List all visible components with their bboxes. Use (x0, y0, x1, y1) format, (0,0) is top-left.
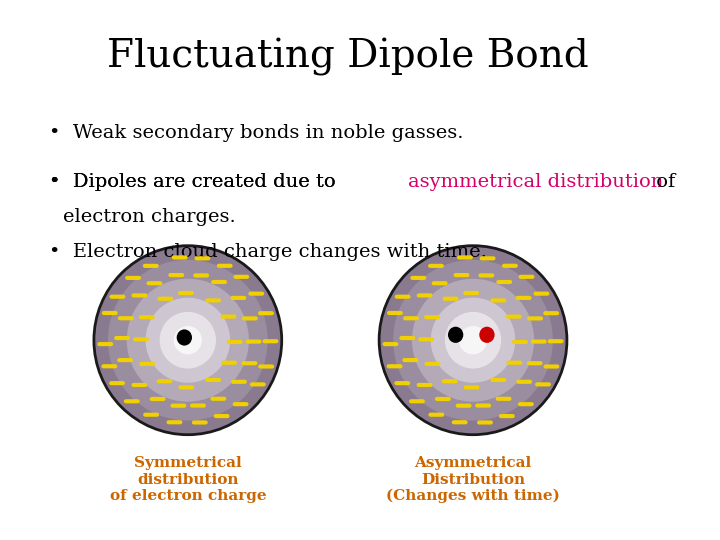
Text: asymmetrical distribution: asymmetrical distribution (408, 173, 663, 191)
Ellipse shape (127, 279, 249, 402)
Text: •  Dipoles are created due to: • Dipoles are created due to (49, 173, 341, 191)
Ellipse shape (160, 312, 216, 368)
Ellipse shape (94, 246, 282, 435)
Text: Symmetrical
distribution
of electron charge: Symmetrical distribution of electron cha… (109, 456, 266, 503)
Ellipse shape (379, 246, 567, 435)
Text: electron charges.: electron charges. (63, 208, 235, 226)
Ellipse shape (448, 327, 463, 343)
Ellipse shape (480, 327, 495, 343)
Ellipse shape (108, 260, 268, 421)
Text: of: of (649, 173, 675, 191)
Ellipse shape (176, 329, 192, 346)
Ellipse shape (145, 298, 230, 383)
Text: •  Dipoles are created due to: • Dipoles are created due to (49, 173, 341, 191)
Ellipse shape (445, 312, 501, 368)
Text: •  Weak secondary bonds in noble gasses.: • Weak secondary bonds in noble gasses. (49, 124, 463, 142)
Text: Fluctuating Dipole Bond: Fluctuating Dipole Bond (107, 38, 589, 76)
Ellipse shape (431, 298, 516, 383)
Ellipse shape (174, 326, 202, 354)
Ellipse shape (459, 326, 487, 354)
Ellipse shape (393, 260, 553, 421)
Ellipse shape (412, 279, 534, 402)
Text: •  Electron cloud charge changes with time.: • Electron cloud charge changes with tim… (49, 243, 487, 261)
Text: Asymmetrical
Distribution
(Changes with time): Asymmetrical Distribution (Changes with … (386, 456, 560, 503)
Text: •: • (49, 173, 66, 191)
